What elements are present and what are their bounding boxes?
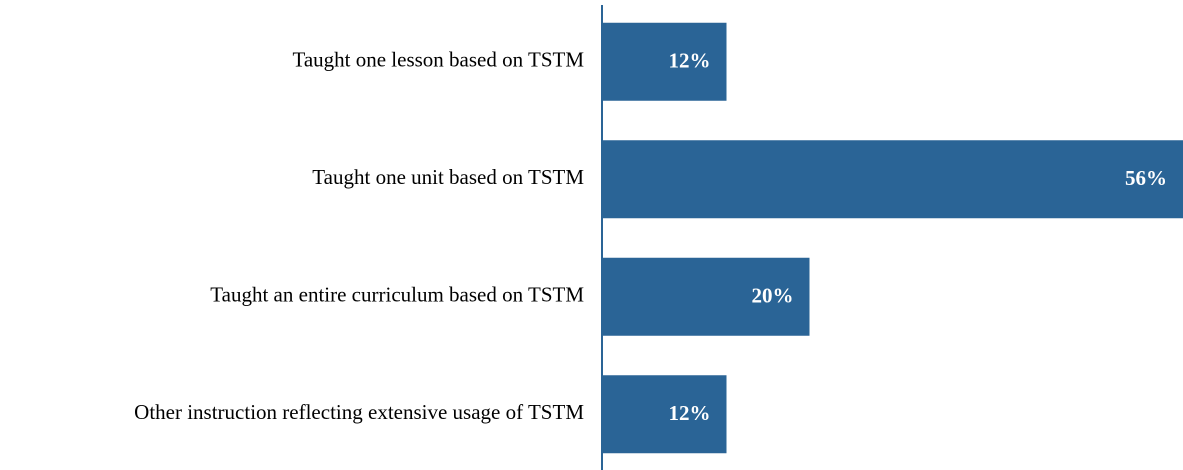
bar: [602, 22, 727, 101]
value-label: 12%: [669, 401, 711, 425]
bar: [602, 140, 1183, 219]
bar: [602, 257, 810, 336]
value-label: 20%: [752, 284, 794, 308]
category-label: Taught one lesson based on TSTM: [292, 48, 584, 72]
category-label: Taught an entire curriculum based on TST…: [210, 283, 584, 307]
value-label: 56%: [1125, 166, 1167, 190]
category-label: Taught one unit based on TSTM: [312, 165, 584, 189]
bar: [602, 375, 727, 454]
value-label: 12%: [669, 49, 711, 73]
category-label: Other instruction reflecting extensive u…: [134, 400, 584, 424]
